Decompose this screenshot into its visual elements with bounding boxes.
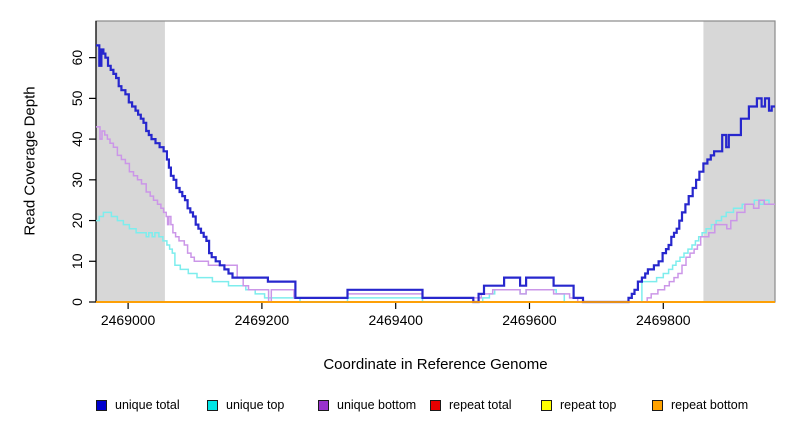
legend-item-repeat-bottom: repeat bottom (652, 398, 748, 412)
legend-swatch (430, 399, 441, 411)
legend-swatch (96, 399, 107, 411)
y-tick-label: 30 (69, 172, 85, 188)
y-tick-label: 20 (69, 213, 85, 229)
x-axis-label: Coordinate in Reference Genome (323, 356, 548, 373)
x-tick-label: 2469200 (235, 312, 290, 328)
shaded-region-0 (96, 21, 165, 302)
y-tick-label: 10 (69, 253, 85, 269)
shaded-region-1 (703, 21, 775, 302)
legend-swatch (318, 399, 329, 411)
x-tick-label: 2469400 (368, 312, 423, 328)
y-tick-label: 40 (69, 131, 85, 147)
legend-swatch (541, 399, 552, 411)
y-tick-label: 50 (69, 90, 85, 106)
legend-item-repeat-total: repeat total (430, 398, 512, 412)
x-tick-label: 2469000 (101, 312, 156, 328)
x-tick-label: 2469600 (502, 312, 557, 328)
plot-border (95, 20, 776, 303)
chart-plot-area: 0 10 20 30 40 50 60 2469000 2469200 2469400 246960… (69, 20, 776, 328)
legend-label: unique top (226, 398, 285, 412)
legend-label: unique total (115, 398, 180, 412)
legend-swatch (652, 399, 663, 411)
legend-item-unique-top: unique top (207, 398, 284, 412)
y-tick-label: 60 (69, 50, 85, 66)
legend-item-unique-total: unique total (96, 398, 180, 412)
legend-item-unique-bottom: unique bottom (318, 398, 416, 412)
legend-item-repeat-top: repeat top (541, 398, 616, 412)
x-tick-label: 2469800 (636, 312, 691, 328)
series-line-unique-bottom (96, 126, 775, 303)
legend-label: repeat total (449, 398, 512, 412)
legend-label: repeat bottom (671, 398, 749, 412)
series-line-unique-total (96, 44, 775, 304)
y-axis-label: Read Coverage Depth (21, 86, 39, 236)
y-tick-label: 0 (69, 298, 85, 306)
legend-label: repeat top (560, 398, 617, 412)
series-line-unique-top (96, 199, 775, 303)
legend-swatch (207, 399, 218, 411)
legend-label: unique bottom (337, 398, 417, 412)
